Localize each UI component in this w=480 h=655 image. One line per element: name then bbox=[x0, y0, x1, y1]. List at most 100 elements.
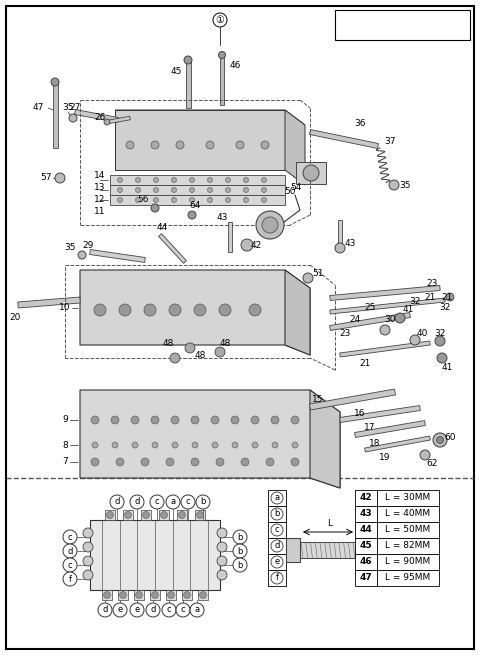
Text: 42: 42 bbox=[360, 493, 372, 502]
Bar bbox=[110, 185, 285, 195]
Circle shape bbox=[262, 178, 266, 183]
Circle shape bbox=[200, 591, 206, 599]
Text: 32: 32 bbox=[409, 297, 420, 307]
Text: b: b bbox=[237, 561, 243, 569]
Circle shape bbox=[395, 313, 405, 323]
Bar bbox=[102, 590, 112, 600]
Text: 42: 42 bbox=[251, 240, 262, 250]
Bar bbox=[123, 510, 133, 520]
Circle shape bbox=[191, 458, 199, 466]
Text: L = 40MM: L = 40MM bbox=[385, 510, 431, 519]
Circle shape bbox=[389, 180, 399, 190]
Circle shape bbox=[69, 114, 77, 122]
Polygon shape bbox=[80, 270, 310, 355]
Circle shape bbox=[176, 603, 190, 617]
Text: c: c bbox=[155, 498, 159, 506]
Circle shape bbox=[113, 603, 127, 617]
Text: 21: 21 bbox=[441, 293, 453, 301]
Circle shape bbox=[266, 458, 274, 466]
Bar bbox=[377, 570, 439, 586]
Circle shape bbox=[226, 187, 230, 193]
Text: d: d bbox=[274, 542, 280, 550]
Circle shape bbox=[181, 495, 195, 509]
Circle shape bbox=[446, 293, 454, 301]
Circle shape bbox=[111, 416, 119, 424]
Text: 29: 29 bbox=[82, 240, 94, 250]
Circle shape bbox=[233, 558, 247, 572]
Circle shape bbox=[92, 442, 98, 448]
Polygon shape bbox=[340, 341, 430, 357]
Circle shape bbox=[166, 458, 174, 466]
Bar bbox=[355, 554, 377, 570]
Circle shape bbox=[241, 239, 253, 251]
Circle shape bbox=[420, 450, 430, 460]
Text: 8: 8 bbox=[62, 441, 68, 449]
Text: c: c bbox=[186, 498, 190, 506]
Bar bbox=[166, 590, 176, 600]
Bar bbox=[355, 538, 377, 554]
Bar bbox=[355, 522, 377, 538]
Text: 47: 47 bbox=[360, 574, 372, 582]
Circle shape bbox=[243, 198, 249, 202]
Circle shape bbox=[435, 336, 445, 346]
Circle shape bbox=[217, 542, 227, 552]
Text: d: d bbox=[134, 498, 140, 506]
Text: 25: 25 bbox=[364, 303, 376, 312]
Polygon shape bbox=[330, 312, 410, 331]
Text: 30: 30 bbox=[384, 316, 396, 324]
Text: 21: 21 bbox=[424, 293, 436, 303]
Polygon shape bbox=[310, 390, 340, 488]
Circle shape bbox=[183, 591, 191, 599]
Circle shape bbox=[271, 492, 283, 504]
Polygon shape bbox=[338, 220, 342, 246]
Circle shape bbox=[211, 416, 219, 424]
Text: 45: 45 bbox=[170, 67, 182, 77]
Text: c: c bbox=[275, 525, 279, 534]
Circle shape bbox=[252, 442, 258, 448]
Bar bbox=[141, 510, 151, 520]
Circle shape bbox=[191, 416, 199, 424]
Text: d: d bbox=[102, 605, 108, 614]
Circle shape bbox=[91, 458, 99, 466]
Polygon shape bbox=[340, 405, 420, 422]
Circle shape bbox=[63, 544, 77, 558]
Text: 45: 45 bbox=[360, 542, 372, 550]
Text: 48: 48 bbox=[219, 339, 231, 348]
Circle shape bbox=[135, 591, 143, 599]
Circle shape bbox=[169, 304, 181, 316]
Circle shape bbox=[151, 204, 159, 212]
Circle shape bbox=[272, 442, 278, 448]
Circle shape bbox=[104, 119, 110, 125]
Circle shape bbox=[110, 495, 124, 509]
Circle shape bbox=[231, 416, 239, 424]
Circle shape bbox=[130, 495, 144, 509]
Circle shape bbox=[232, 442, 238, 448]
Bar bbox=[159, 510, 169, 520]
Bar bbox=[134, 590, 144, 600]
Circle shape bbox=[303, 273, 313, 283]
Text: b: b bbox=[237, 546, 243, 555]
Circle shape bbox=[261, 141, 269, 149]
Text: 51: 51 bbox=[312, 269, 324, 278]
Circle shape bbox=[207, 178, 213, 183]
Circle shape bbox=[130, 603, 144, 617]
Circle shape bbox=[206, 141, 214, 149]
Circle shape bbox=[262, 217, 278, 233]
Text: 43: 43 bbox=[360, 510, 372, 519]
Text: L = 50MM: L = 50MM bbox=[385, 525, 431, 534]
Circle shape bbox=[194, 304, 206, 316]
Text: c: c bbox=[180, 605, 185, 614]
Text: 32: 32 bbox=[434, 329, 446, 337]
Text: 21: 21 bbox=[360, 358, 371, 367]
Text: 43: 43 bbox=[344, 240, 356, 248]
Text: 44: 44 bbox=[156, 223, 168, 231]
Circle shape bbox=[249, 304, 261, 316]
Text: 12: 12 bbox=[94, 195, 106, 204]
Circle shape bbox=[190, 198, 194, 202]
Circle shape bbox=[171, 198, 177, 202]
Text: 19: 19 bbox=[379, 453, 391, 462]
Text: a: a bbox=[194, 605, 200, 614]
Bar bbox=[335, 10, 470, 40]
Text: 35: 35 bbox=[64, 242, 76, 252]
Circle shape bbox=[154, 178, 158, 183]
